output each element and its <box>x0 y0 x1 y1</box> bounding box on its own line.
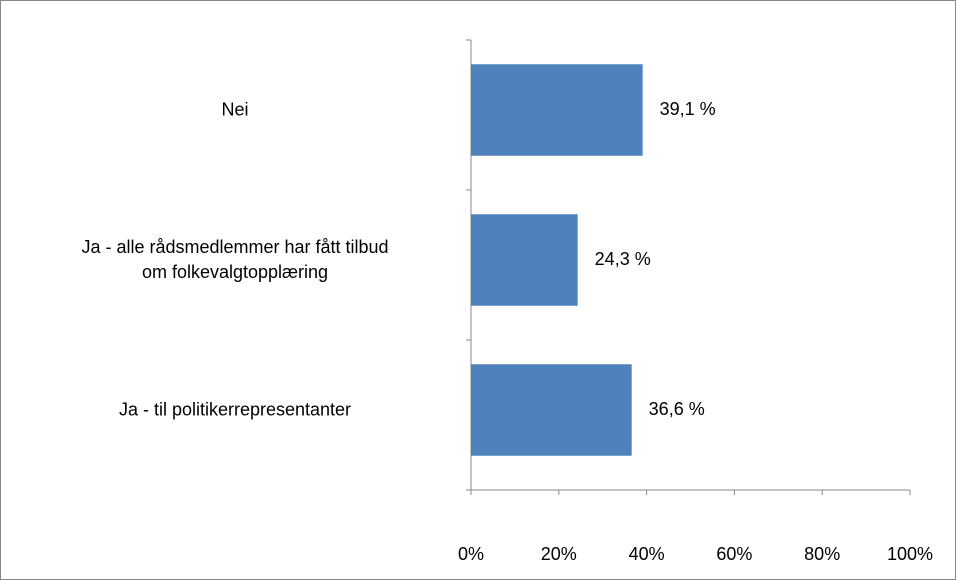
x-tick-label: 80% <box>804 544 840 564</box>
x-tick-label: 20% <box>541 544 577 564</box>
x-tick-label: 40% <box>629 544 665 564</box>
bar <box>471 64 643 156</box>
x-tick-label: 100% <box>887 544 933 564</box>
bar <box>471 364 632 456</box>
category-label: Ja - til politikerrepresentanter <box>118 399 352 420</box>
x-tick-label: 0% <box>458 544 484 564</box>
bar <box>471 214 578 306</box>
x-tick-label: 60% <box>716 544 752 564</box>
value-label: 36,6 % <box>649 399 705 419</box>
category-label: Ja - alle rådsmedlemmer har fått tilbud … <box>81 237 389 282</box>
category-label: Nei <box>221 99 249 120</box>
value-label: 24,3 % <box>595 249 651 269</box>
value-label: 39,1 % <box>660 99 716 119</box>
